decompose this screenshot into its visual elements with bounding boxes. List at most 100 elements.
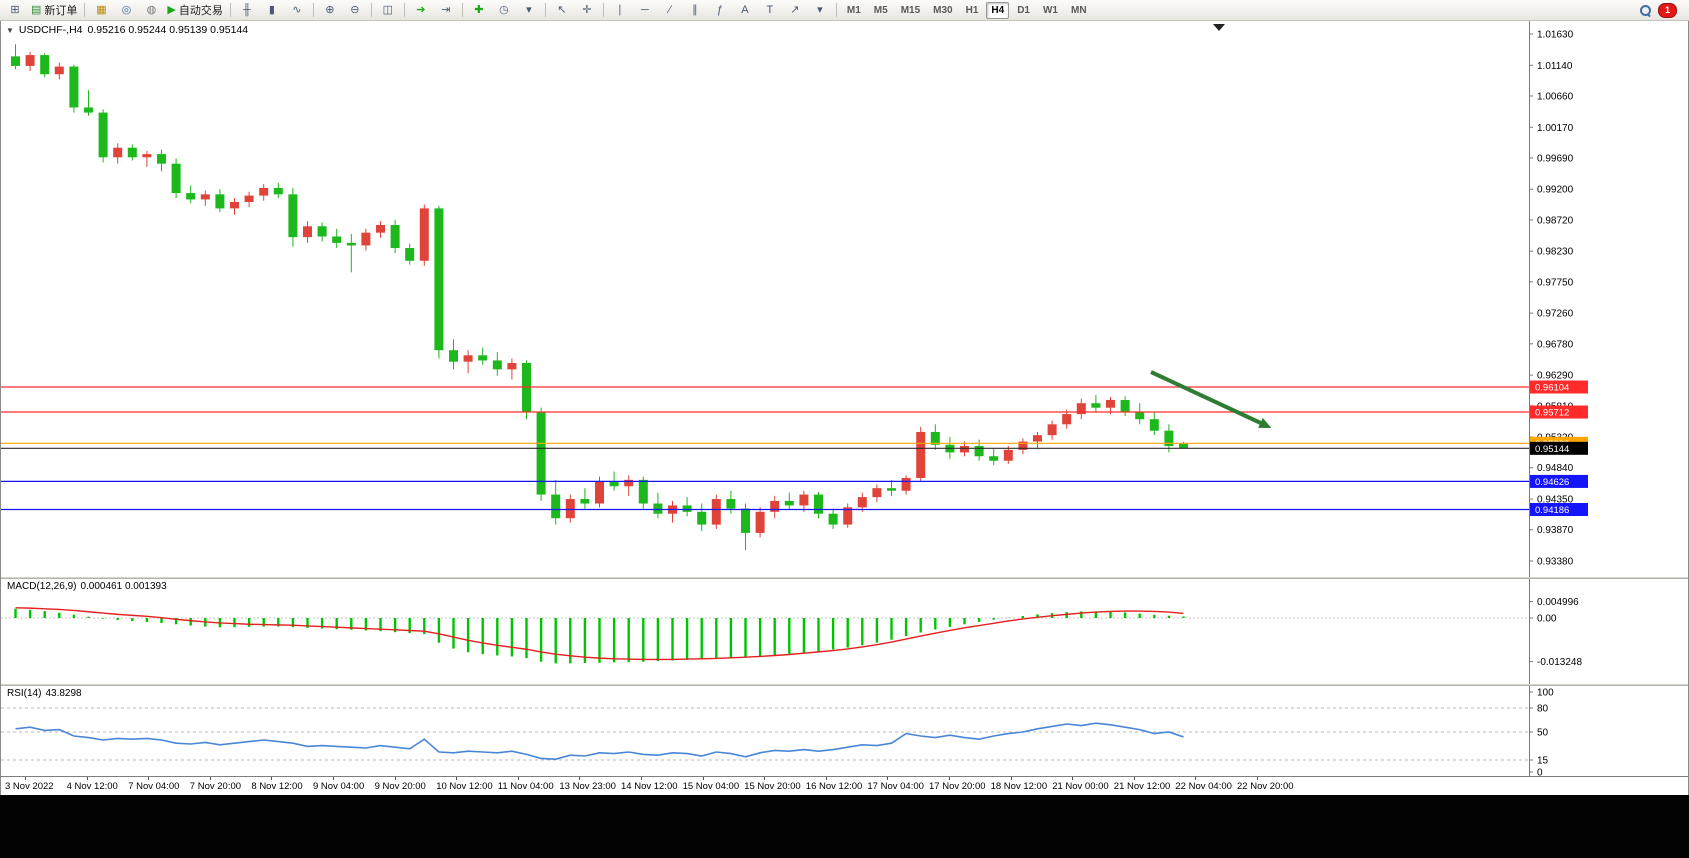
toolbar-separator: [403, 3, 405, 17]
crosshair-button[interactable]: ✛: [575, 1, 599, 20]
one-click-trading-toggle[interactable]: ▼: [6, 25, 14, 35]
new-chart-icon: ⊞: [10, 3, 20, 16]
toolbar-separator: [312, 3, 314, 17]
candle-body: [930, 431, 940, 445]
text-label-button[interactable]: T: [758, 1, 782, 20]
rsi-axis-label: 80: [1537, 704, 1549, 715]
rsi-panel[interactable]: RSI(14) 43.8298 100 80 50 15 0: [1, 686, 1688, 776]
candle-body: [54, 66, 64, 75]
navigator-button[interactable]: ◎: [114, 1, 138, 20]
main-chart-panel[interactable]: ▼ USDCHF-,H4 0.95216 0.95244 0.95139 0.9…: [1, 21, 1688, 577]
navigator-icon: ◎: [121, 3, 132, 16]
auto-trading-button[interactable]: ▶ 自动交易: [164, 1, 225, 20]
time-axis-label: 4 Nov 12:00: [66, 777, 118, 792]
line-chart-icon: ∿: [292, 3, 302, 16]
candle-body: [901, 477, 911, 491]
candlestick-chart[interactable]: 1.01630 1.01140 1.00660 1.00170 0.99690 0.992…: [1, 21, 1689, 577]
toolbar-right: 1: [1640, 2, 1686, 18]
candle-body: [843, 507, 853, 525]
chart-shift-marker[interactable]: [1213, 24, 1225, 31]
timeframe-m1-button[interactable]: M1: [846, 4, 861, 16]
timeframe-h1-button[interactable]: H1: [965, 4, 979, 16]
price-axis-label: 0.98720: [1537, 215, 1574, 226]
line-chart-button[interactable]: ∿: [285, 1, 309, 20]
candle-body: [259, 187, 269, 196]
time-axis-label: 17 Nov 20:00: [929, 777, 986, 792]
notification-badge[interactable]: 1: [1658, 2, 1677, 18]
rsi-axis-label: 15: [1537, 756, 1549, 767]
macd-chart[interactable]: 0.004996 0.00 -0.013248: [1, 579, 1689, 684]
more-tools-button[interactable]: ▾: [808, 1, 832, 20]
chart-title: ▼ USDCHF-,H4 0.95216 0.95244 0.95139 0.9…: [6, 24, 248, 36]
new-order-button[interactable]: ▤ 新订单: [28, 1, 80, 20]
auto-scroll-button[interactable]: ➔: [409, 1, 433, 20]
indicators-button[interactable]: ✚: [467, 1, 491, 20]
toolbar-separator: [544, 3, 546, 17]
price-axis-label: 0.93380: [1537, 557, 1574, 568]
time-axis-label: 3 Nov 2022: [5, 777, 54, 792]
arrows-button[interactable]: ↗: [783, 1, 807, 20]
candle-body: [1149, 419, 1159, 431]
candle-body: [1033, 435, 1042, 442]
candle-body: [98, 112, 108, 158]
candle-body: [405, 247, 415, 261]
fibonacci-button[interactable]: ƒ: [708, 1, 732, 20]
tile-windows-button[interactable]: ◫: [376, 1, 400, 20]
timeframe-mn-button[interactable]: MN: [1070, 4, 1087, 16]
timeframe-m5-button[interactable]: M5: [873, 4, 888, 16]
rsi-chart[interactable]: 100 80 50 150: [1, 686, 1689, 776]
price-axis-label: 0.94840: [1537, 463, 1574, 474]
bottom-black-bar: [0, 795, 1689, 858]
text-label-icon: T: [766, 3, 774, 16]
resistance-line-2-badge-label: 0.95712: [1535, 408, 1569, 419]
new-chart-button[interactable]: ⊞: [3, 1, 27, 20]
time-axis-label: 18 Nov 12:00: [990, 777, 1048, 792]
price-axis-label: 0.99200: [1537, 185, 1574, 196]
candle-body: [390, 224, 400, 248]
cursor-button[interactable]: ↖: [550, 1, 574, 20]
vertical-line-button[interactable]: ∣: [608, 1, 632, 20]
zoom-out-button[interactable]: ⊖: [343, 1, 367, 20]
macd-panel[interactable]: MACD(12,26,9) 0.000461 0.001393 0.004996 0…: [1, 579, 1688, 684]
bar-chart-button[interactable]: ╫: [235, 1, 259, 20]
zoom-in-button[interactable]: ⊕: [318, 1, 342, 20]
time-axis[interactable]: 3 Nov 2022 4 Nov 12:00 7 Nov 04:00 7 Nov 20…: [1, 776, 1688, 795]
time-axis-label: 15 Nov 20:00: [744, 777, 801, 792]
timeframe-h4-button[interactable]: H4: [986, 1, 1010, 19]
templates-button[interactable]: ▾: [517, 1, 541, 20]
panel-splitter[interactable]: [1, 577, 1688, 579]
terminal-button[interactable]: ◍: [139, 1, 163, 20]
timeframe-m30-button[interactable]: M30: [933, 4, 953, 16]
macd-signal-line: [15, 607, 1184, 661]
time-axis-label: 7 Nov 04:00: [128, 777, 180, 792]
rsi-axis-label: 100: [1537, 688, 1554, 699]
horizontal-line-button[interactable]: ─: [633, 1, 657, 20]
rsi-axis-label: 50: [1537, 728, 1549, 739]
main-toolbar: ⊞ ▤ 新订单 ▦ ◎ ◍ ▶ 自动交易 ╫ ▮ ∿ ⊕ ⊖ ◫ ➔ ⇥ ✚ ◷ ▾ ↖ ✛ ∣ ─ ∕ ∥ ƒ A T ↗ ▾ M1 M5 M…: [0, 0, 1689, 21]
data-window-button[interactable]: ▦: [89, 1, 113, 20]
drawn-arrow-head[interactable]: [1258, 417, 1272, 428]
candle-body: [1076, 403, 1086, 415]
candle-body: [157, 154, 166, 164]
panel-splitter[interactable]: [1, 684, 1688, 686]
candle-body: [200, 194, 210, 200]
periods-button[interactable]: ◷: [492, 1, 516, 20]
drawn-arrow[interactable]: [1150, 370, 1266, 427]
text-button[interactable]: A: [733, 1, 757, 20]
time-axis-label: 8 Nov 12:00: [251, 777, 303, 792]
candlestick-chart-button[interactable]: ▮: [260, 1, 284, 20]
rsi-line: [15, 722, 1184, 761]
zoom-in-icon: ⊕: [325, 3, 335, 16]
candle-body: [127, 147, 137, 158]
candle-body: [974, 446, 984, 457]
resistance-line-1-badge: [1530, 380, 1588, 394]
candle-body: [25, 55, 35, 66]
search-icon[interactable]: [1640, 4, 1651, 16]
toolbar-separator: [229, 3, 231, 17]
timeframe-d1-button[interactable]: D1: [1017, 4, 1030, 16]
channel-button[interactable]: ∥: [683, 1, 707, 20]
timeframe-m15-button[interactable]: M15: [900, 4, 921, 16]
timeframe-w1-button[interactable]: W1: [1042, 4, 1058, 16]
chart-shift-button[interactable]: ⇥: [434, 1, 458, 20]
trendline-button[interactable]: ∕: [658, 1, 682, 20]
